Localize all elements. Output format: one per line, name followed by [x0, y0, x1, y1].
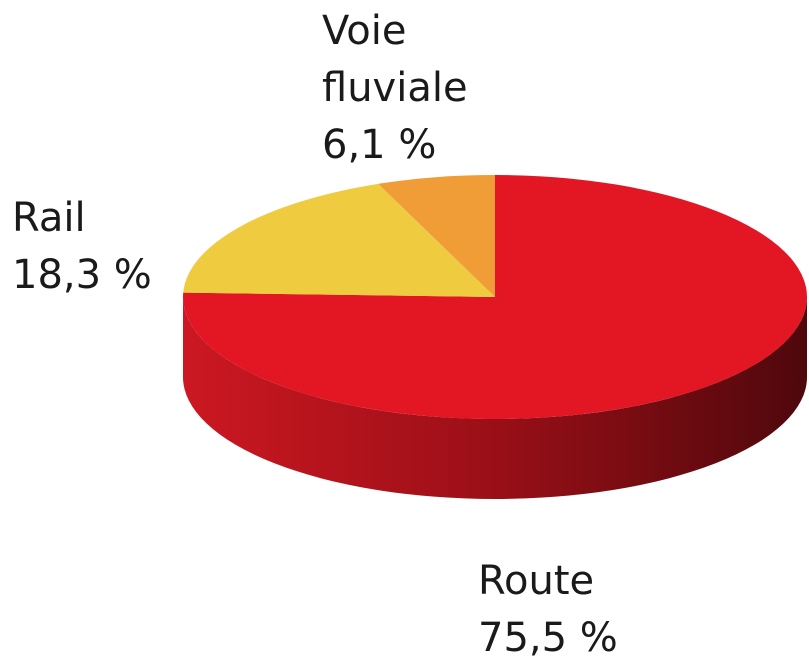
slice-value-label: 6,1 %	[322, 122, 437, 168]
slice	[183, 183, 495, 297]
slice-label: Voie fluviale	[322, 8, 468, 111]
slice-value-label: 18,3 %	[12, 252, 152, 298]
slice-value-label: 75,5 %	[478, 615, 618, 661]
slice	[378, 175, 495, 297]
page: (() => { const data = JSON.parse(documen…	[12, 8, 807, 661]
chart	[182, 175, 807, 499]
slice-side	[183, 297, 807, 499]
slice-label: Rail	[12, 195, 86, 241]
slice-label: Route	[478, 558, 595, 604]
